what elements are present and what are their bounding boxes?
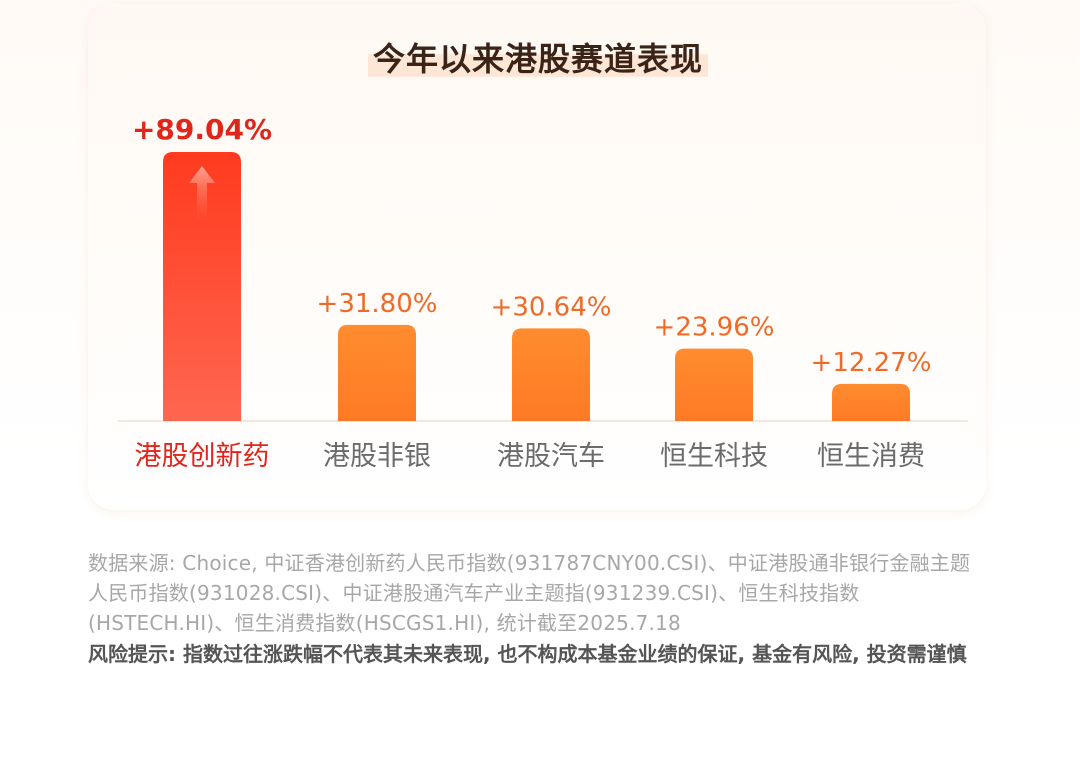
category-label-2: 港股非银 <box>323 441 431 472</box>
bar-5 <box>832 383 910 421</box>
bar-3 <box>512 328 590 421</box>
bar-2 <box>338 324 416 421</box>
value-label-2: +31.80% <box>317 289 438 319</box>
risk-warning: 风险提示: 指数过往涨跌幅不代表其未来表现, 也不构成本基金业绩的保证, 基金有… <box>88 642 967 666</box>
category-label-5: 恒生消费 <box>817 441 925 472</box>
category-label-4: 恒生科技 <box>660 441 768 472</box>
chart-footer: 数据来源: Choice, 中证香港创新药人民币指数(931787CNY00.C… <box>88 548 988 669</box>
category-label-3: 港股汽车 <box>497 441 605 472</box>
up-arrow-icon <box>189 166 215 222</box>
value-label-5: +12.27% <box>811 348 932 378</box>
chart-title: 今年以来港股赛道表现 <box>368 34 708 84</box>
value-label-4: +23.96% <box>654 313 775 343</box>
data-source-note: 数据来源: Choice, 中证香港创新药人民币指数(931787CNY00.C… <box>88 551 971 635</box>
bar-1 <box>163 152 241 421</box>
value-label-3: +30.64% <box>491 292 612 322</box>
category-label-1: 港股创新药 <box>135 441 270 472</box>
bar-4 <box>675 348 753 421</box>
value-label-1: +89.04% <box>132 113 272 146</box>
bar-chart: +89.04% 港股创新药 +31.80% 港股非银 +30.64% 港股汽车 +23.96… <box>118 113 968 472</box>
